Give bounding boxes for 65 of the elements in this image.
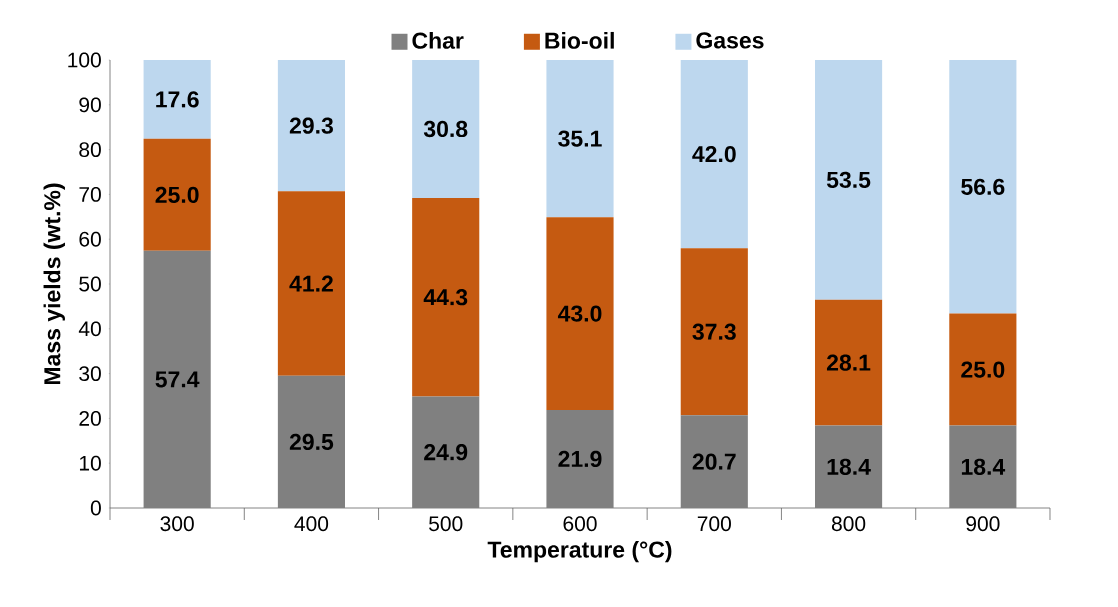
data-label: 56.6 xyxy=(961,178,1005,195)
data-label: 17.6 xyxy=(156,91,199,108)
y-tick-label: 20 xyxy=(79,410,101,426)
bar xyxy=(546,217,614,410)
x-tick-label: 700 xyxy=(697,516,731,532)
data-label: 28.1 xyxy=(826,354,871,371)
data-label: 24.9 xyxy=(424,444,468,461)
bar xyxy=(277,191,345,376)
bar xyxy=(815,60,883,300)
x-tick-label: 600 xyxy=(563,516,597,532)
x-tick-label: 800 xyxy=(831,516,866,532)
data-label: 41.2 xyxy=(289,275,333,292)
data-label: 18.4 xyxy=(827,458,871,475)
bar xyxy=(680,415,748,508)
y-tick-label: 70 xyxy=(79,186,101,202)
y-tick-label: 50 xyxy=(79,276,101,292)
x-axis-title: Temperature (°C) xyxy=(487,540,672,563)
data-label: 30.8 xyxy=(423,120,468,138)
data-label: 57.4 xyxy=(155,371,200,388)
data-label: 37.3 xyxy=(692,323,736,340)
bar xyxy=(143,60,211,139)
bar xyxy=(143,250,211,508)
bar xyxy=(277,375,345,508)
bar xyxy=(412,197,480,397)
y-axis-title: Mass yields (wt.%) xyxy=(43,183,65,385)
y-tick-label: 90 xyxy=(79,97,101,113)
data-label: 35.1 xyxy=(558,130,602,147)
data-label: 20.7 xyxy=(692,453,736,470)
data-label: 53.5 xyxy=(826,171,871,188)
x-tick-label: 900 xyxy=(966,516,1000,532)
bar xyxy=(143,138,211,251)
bar xyxy=(949,425,1017,508)
bar xyxy=(412,60,480,198)
x-tick-label: 300 xyxy=(160,516,194,532)
data-label: 29.3 xyxy=(289,117,333,134)
x-tick-label: 400 xyxy=(294,516,329,532)
y-tick-label: 0 xyxy=(90,500,101,516)
y-tick-label: 30 xyxy=(79,366,101,382)
bar xyxy=(412,396,480,508)
data-label: 29.5 xyxy=(289,433,334,451)
legend-label: Bio-oil xyxy=(545,31,614,49)
legend-label: Gases xyxy=(696,32,764,49)
data-label: 21.9 xyxy=(558,450,602,468)
legend-label: Char xyxy=(412,31,464,49)
bar xyxy=(815,299,883,426)
data-label: 43.0 xyxy=(557,305,602,322)
data-label: 44.3 xyxy=(423,289,468,306)
bar xyxy=(949,313,1017,426)
y-tick-label: 100 xyxy=(68,52,101,68)
bar xyxy=(546,409,614,508)
x-tick-label: 500 xyxy=(429,516,463,532)
bar xyxy=(949,60,1017,314)
bar xyxy=(815,425,883,508)
data-label: 42.0 xyxy=(692,145,736,163)
y-tick-label: 10 xyxy=(79,455,101,471)
data-label: 25.0 xyxy=(155,186,199,203)
bar xyxy=(680,60,748,249)
bar xyxy=(680,248,748,416)
bar xyxy=(546,60,614,218)
y-tick-label: 80 xyxy=(79,142,101,158)
y-tick-label: 40 xyxy=(78,321,101,337)
data-label: 18.4 xyxy=(961,458,1006,475)
y-tick-label: 60 xyxy=(79,231,101,247)
bar xyxy=(277,60,345,192)
data-label: 25.0 xyxy=(961,361,1005,378)
